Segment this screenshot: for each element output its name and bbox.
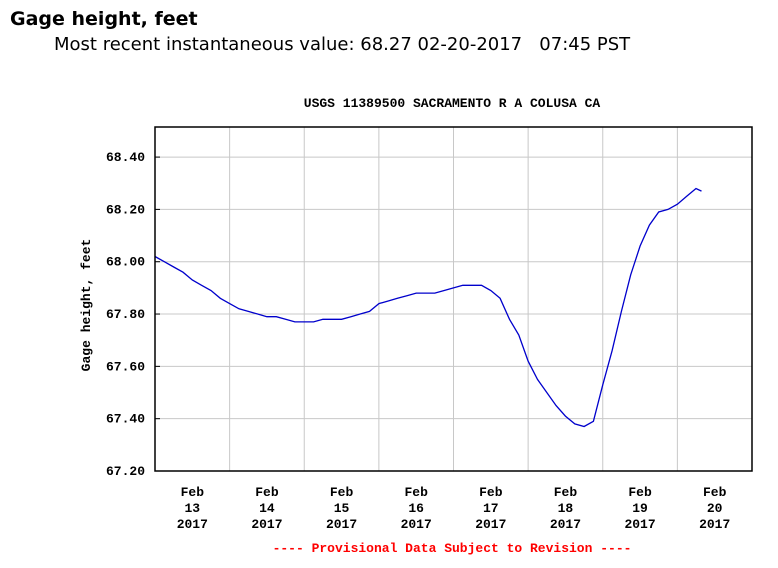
x-tick-label: 18 xyxy=(558,501,574,516)
x-tick-label: 2017 xyxy=(326,517,357,532)
data-line xyxy=(154,187,702,428)
x-tick-label: 2017 xyxy=(177,517,208,532)
footnote: ---- Provisional Data Subject to Revisio… xyxy=(273,541,632,556)
x-tick-label: 2017 xyxy=(251,517,282,532)
y-tick-label: 68.00 xyxy=(106,255,145,270)
x-tick-label: Feb xyxy=(255,485,279,500)
x-tick-label: Feb xyxy=(330,485,354,500)
heading: Gage height, feet xyxy=(10,8,198,30)
x-tick-label: Feb xyxy=(554,485,578,500)
x-tick-label: 2017 xyxy=(550,517,581,532)
y-axis-label: Gage height, feet xyxy=(79,239,94,372)
x-tick-label: 15 xyxy=(334,501,350,516)
x-tick-label: 2017 xyxy=(475,517,506,532)
x-tick-label: Feb xyxy=(479,485,503,500)
plot-frame xyxy=(154,126,753,472)
x-tick-label: Feb xyxy=(181,485,205,500)
x-tick-label: 2017 xyxy=(699,517,730,532)
x-tick-label: Feb xyxy=(628,485,652,500)
x-tick-label: 2017 xyxy=(624,517,655,532)
y-tick-label: 67.60 xyxy=(106,359,145,374)
x-tick-label: 19 xyxy=(632,501,648,516)
chart-title: USGS 11389500 SACRAMENTO R A COLUSA CA xyxy=(304,96,601,111)
y-tick-label: 67.20 xyxy=(106,464,145,479)
x-tick-label: 2017 xyxy=(401,517,432,532)
x-tick-label: 16 xyxy=(408,501,424,516)
x-tick-label: 13 xyxy=(185,501,201,516)
x-tick-label: Feb xyxy=(703,485,727,500)
x-tick-label: Feb xyxy=(404,485,428,500)
x-tick-label: 17 xyxy=(483,501,499,516)
y-tick-label: 67.40 xyxy=(106,412,145,427)
subheading: Most recent instantaneous value: 68.27 0… xyxy=(54,34,631,55)
y-tick-label: 68.20 xyxy=(106,202,145,217)
x-tick-label: 14 xyxy=(259,501,275,516)
x-tick-label: 20 xyxy=(707,501,723,516)
y-tick-label: 67.80 xyxy=(106,307,145,322)
y-tick-label: 68.40 xyxy=(106,150,145,165)
